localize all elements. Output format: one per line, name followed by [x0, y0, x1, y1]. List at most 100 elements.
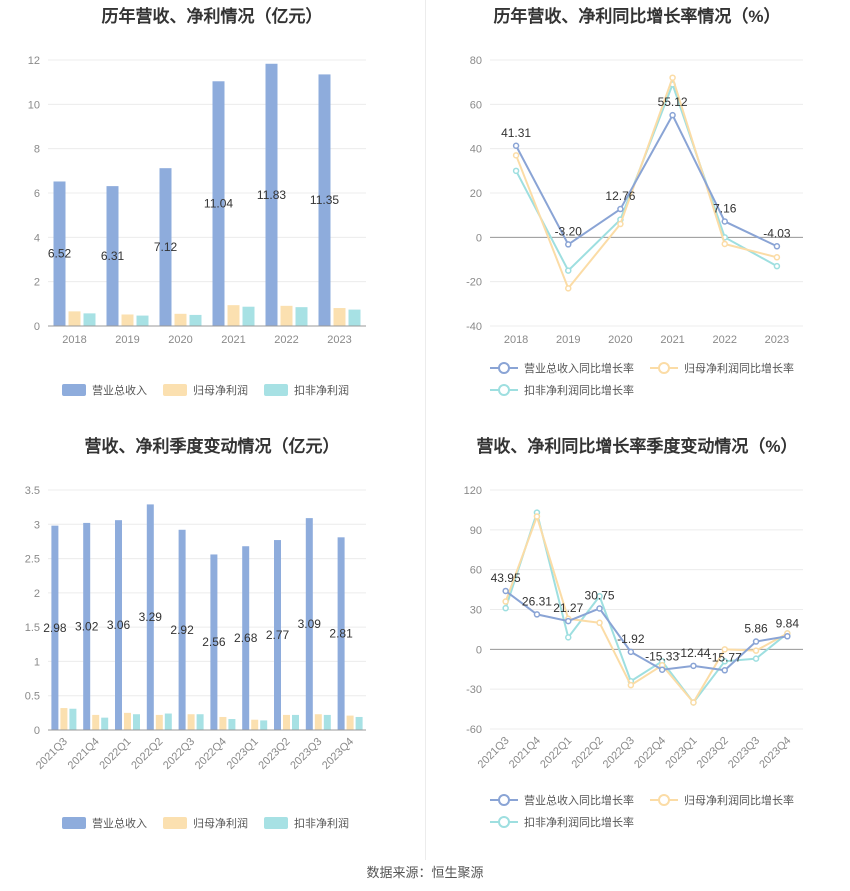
y-tick-label: -40 [466, 321, 482, 333]
point-value-label: -3.20 [555, 224, 583, 238]
bar-1 [333, 308, 346, 326]
series-point-0 [721, 218, 728, 225]
bar-2 [355, 716, 363, 730]
legend-label: 归母净利润 [193, 383, 248, 397]
y-tick-label: -20 [466, 277, 482, 289]
x-tick-label: 2023Q2 [256, 736, 292, 772]
series-point-2 [752, 655, 760, 662]
legend-marker [498, 816, 510, 828]
legend-label: 扣非净利润同比增长率 [524, 383, 634, 397]
bar-0 [146, 504, 154, 730]
annual-growth-panel: 历年营收、净利同比增长率情况（%） -40 -20 0 20 40 60 80 2018 2019… [425, 0, 850, 430]
x-tick-label: 2018 [504, 334, 528, 346]
series-line-2 [504, 508, 788, 705]
point-value-label: -15.33 [645, 650, 679, 664]
bar-1 [92, 714, 100, 730]
chart-title: 营收、净利同比增长率季度变动情况（%） [476, 436, 797, 456]
y-tick-label: 8 [34, 144, 40, 156]
point-value-label: -12.44 [676, 646, 710, 660]
point-value-label: 41.31 [501, 126, 531, 140]
y-tick-label: 60 [470, 99, 482, 111]
bar-0 [212, 81, 225, 326]
bar-2 [295, 307, 308, 326]
bar-value-label: 2.92 [170, 623, 194, 637]
bar-0 [265, 63, 278, 326]
legend-label: 扣非净利润同比增长率 [524, 815, 634, 829]
series-line-1 [515, 74, 778, 291]
series-point-0 [721, 667, 728, 674]
bar-2 [228, 719, 236, 730]
bar-0 [106, 186, 119, 326]
y-tick-label: 30 [470, 605, 482, 617]
bar-2 [83, 313, 96, 326]
y-tick-label: 1.5 [25, 622, 40, 634]
x-tick-label: 2019 [115, 334, 139, 346]
bar-value-label: 3.29 [139, 610, 163, 624]
bar-1 [227, 305, 240, 326]
chart-title: 历年营收、净利同比增长率情况（%） [493, 6, 780, 26]
x-tick-label: 2022Q2 [129, 736, 165, 772]
point-value-label: 21.27 [553, 601, 583, 615]
series-point-0 [565, 241, 572, 248]
series-point-1 [533, 513, 541, 520]
legend-label: 归母净利润 [193, 816, 248, 830]
series-point-0 [658, 666, 666, 673]
series-point-1 [669, 74, 676, 81]
series-point-0 [773, 243, 781, 250]
series-point-1 [502, 598, 509, 605]
bar-2 [196, 714, 204, 730]
legend-label: 营业总收入同比增长率 [524, 793, 634, 807]
x-tick-label: 2023Q4 [320, 736, 356, 772]
data-source-note: 数据来源：恒生聚源 [366, 865, 484, 880]
bar-value-label: 6.52 [48, 247, 72, 261]
legend-label: 营业总收入同比增长率 [524, 361, 634, 375]
x-tick-label: 2022Q2 [569, 735, 605, 771]
quarterly-revenue-profit-chart: 营收、净利季度变动情况（亿元）00.511.522.533.52021Q3202… [25, 436, 366, 830]
series-line-2 [515, 81, 778, 273]
bar-2 [101, 717, 109, 730]
x-tick-label: 2022 [274, 334, 298, 346]
series-point-2 [773, 262, 781, 270]
series-point-1 [565, 285, 572, 292]
series-point-2 [512, 167, 520, 175]
legend-swatch [264, 817, 288, 829]
x-tick-label: 2023Q2 [695, 735, 731, 771]
bar-0 [178, 529, 186, 730]
bar-2 [133, 714, 140, 730]
x-tick-label: 2022Q4 [632, 735, 668, 771]
bar-2 [189, 314, 202, 326]
legend-label: 扣非净利润 [294, 383, 349, 397]
point-value-label: 26.31 [522, 594, 552, 608]
x-tick-label: 2021 [660, 334, 684, 346]
legend-marker [498, 794, 510, 806]
y-tick-label: 1 [34, 656, 40, 668]
bar-value-label: 7.12 [154, 240, 178, 254]
y-tick-label: -60 [466, 724, 482, 736]
bar-value-label: 11.35 [310, 193, 339, 207]
point-value-label: 9.84 [776, 616, 800, 630]
series-point-1 [512, 152, 520, 159]
x-tick-label: 2022Q4 [193, 736, 229, 772]
x-tick-label: 2022Q3 [161, 736, 197, 772]
y-tick-label: 90 [470, 525, 482, 537]
x-tick-label: 2023Q3 [288, 736, 324, 772]
legend-marker [498, 362, 510, 374]
bar-value-label: 3.09 [298, 617, 322, 631]
bar-0 [210, 554, 218, 730]
series-point-1 [617, 220, 624, 228]
series-point-0 [690, 662, 697, 670]
bar-0 [274, 540, 281, 730]
chart-title: 历年营收、净利情况（亿元） [102, 6, 323, 26]
panel-divider [425, 0, 426, 860]
y-tick-label: 120 [464, 485, 482, 497]
series-line-0 [515, 112, 778, 248]
point-value-label: -15.77 [708, 650, 742, 664]
bar-2 [260, 720, 268, 730]
series-point-0 [596, 605, 603, 612]
bar-0 [242, 546, 250, 730]
bar-1 [60, 708, 68, 730]
point-value-label: -4.03 [763, 226, 791, 240]
legend-label: 归母净利润同比增长率 [684, 361, 794, 375]
series-point-1 [721, 240, 728, 248]
bar-1 [174, 313, 187, 326]
